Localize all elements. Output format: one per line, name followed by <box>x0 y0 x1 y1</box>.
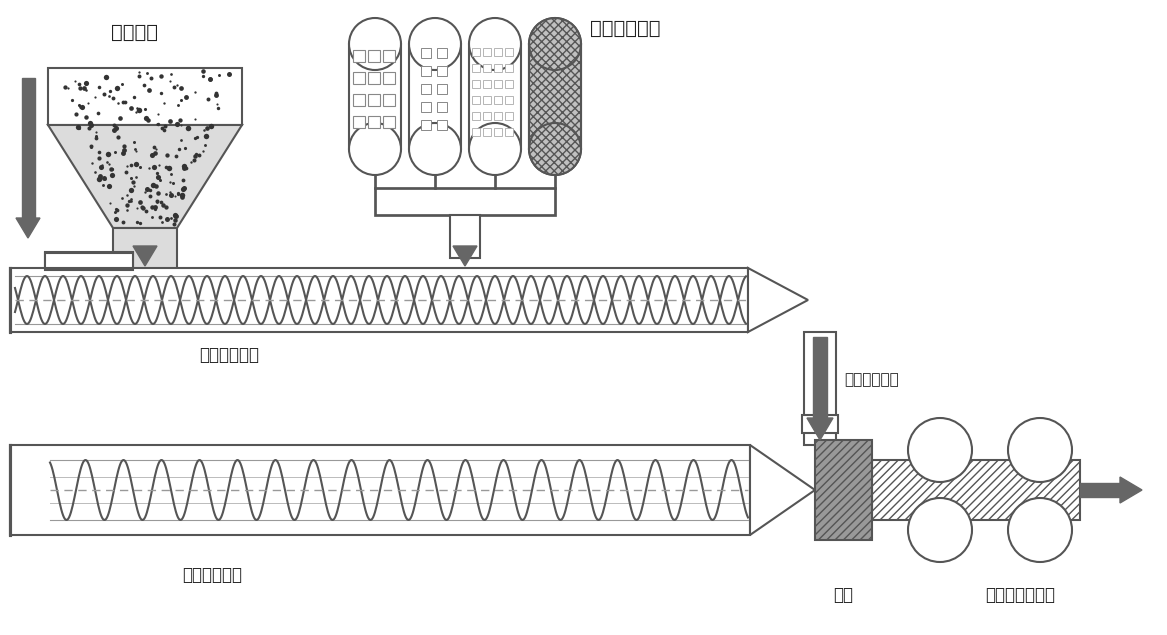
Bar <box>529 44 581 149</box>
Bar <box>494 48 502 56</box>
Circle shape <box>1008 418 1072 482</box>
Bar <box>21 78 35 218</box>
Bar <box>529 44 581 149</box>
Text: 板材定型与牵引: 板材定型与牵引 <box>985 586 1055 604</box>
Bar <box>815 440 872 540</box>
Ellipse shape <box>408 123 461 175</box>
Bar <box>436 66 447 76</box>
Bar <box>352 116 365 128</box>
Text: 均相熔体输送: 均相熔体输送 <box>844 373 899 387</box>
Polygon shape <box>808 418 833 440</box>
Bar <box>450 215 480 258</box>
Bar <box>494 64 502 72</box>
Bar <box>471 64 480 72</box>
Text: 单螺杆挤出机: 单螺杆挤出机 <box>182 566 242 584</box>
Bar <box>505 128 513 136</box>
Bar <box>368 116 380 128</box>
Text: 计量加料: 计量加料 <box>112 22 159 41</box>
Text: 发泡剂存储罐: 发泡剂存储罐 <box>591 18 661 37</box>
Bar <box>483 112 491 120</box>
Ellipse shape <box>529 18 581 70</box>
Bar <box>471 96 480 104</box>
Text: 机头: 机头 <box>833 586 853 604</box>
Polygon shape <box>748 268 808 332</box>
Bar <box>471 128 480 136</box>
Bar <box>383 116 394 128</box>
Bar <box>483 64 491 72</box>
Bar <box>483 80 491 88</box>
Bar <box>368 72 380 84</box>
Bar <box>483 128 491 136</box>
Polygon shape <box>750 445 815 535</box>
Ellipse shape <box>529 123 581 175</box>
Bar <box>505 96 513 104</box>
Bar <box>494 128 502 136</box>
Bar <box>352 72 365 84</box>
Bar <box>375 188 555 215</box>
Bar <box>436 48 447 58</box>
Bar <box>368 94 380 106</box>
Bar <box>48 68 242 125</box>
Circle shape <box>1008 498 1072 562</box>
Polygon shape <box>48 125 242 228</box>
Polygon shape <box>453 246 477 266</box>
Polygon shape <box>16 218 40 238</box>
Bar <box>436 120 447 130</box>
Bar <box>46 253 133 268</box>
Bar <box>813 337 827 418</box>
Bar <box>483 48 491 56</box>
Bar <box>802 415 838 433</box>
Bar <box>383 50 394 62</box>
Ellipse shape <box>349 123 401 175</box>
Bar <box>113 228 177 276</box>
Ellipse shape <box>529 123 581 175</box>
Text: 双螺杆挤出机: 双螺杆挤出机 <box>200 346 259 364</box>
Bar <box>421 120 431 130</box>
Bar <box>11 445 750 535</box>
Bar <box>11 268 748 332</box>
Bar <box>872 460 1079 520</box>
Bar <box>494 80 502 88</box>
Bar <box>494 96 502 104</box>
Ellipse shape <box>529 18 581 70</box>
Ellipse shape <box>349 18 401 70</box>
Circle shape <box>908 418 972 482</box>
Bar <box>421 84 431 94</box>
Bar <box>46 252 133 270</box>
Bar <box>436 102 447 112</box>
Bar <box>471 48 480 56</box>
Bar <box>505 112 513 120</box>
Bar <box>483 96 491 104</box>
Ellipse shape <box>469 123 520 175</box>
Ellipse shape <box>408 18 461 70</box>
Bar <box>804 332 836 445</box>
Bar <box>436 84 447 94</box>
Bar <box>383 72 394 84</box>
Polygon shape <box>133 246 158 266</box>
Bar <box>505 48 513 56</box>
Bar <box>505 80 513 88</box>
Ellipse shape <box>469 18 520 70</box>
Bar <box>352 94 365 106</box>
Bar <box>421 102 431 112</box>
Polygon shape <box>1120 477 1142 503</box>
Bar <box>469 44 520 149</box>
Bar <box>408 44 461 149</box>
Circle shape <box>908 498 972 562</box>
Bar <box>471 112 480 120</box>
Bar <box>505 64 513 72</box>
Bar <box>383 94 394 106</box>
Bar <box>421 48 431 58</box>
Bar <box>1079 483 1120 497</box>
Bar <box>352 50 365 62</box>
Bar <box>421 66 431 76</box>
Bar <box>494 112 502 120</box>
Bar <box>349 44 401 149</box>
Bar <box>368 50 380 62</box>
Bar <box>471 80 480 88</box>
